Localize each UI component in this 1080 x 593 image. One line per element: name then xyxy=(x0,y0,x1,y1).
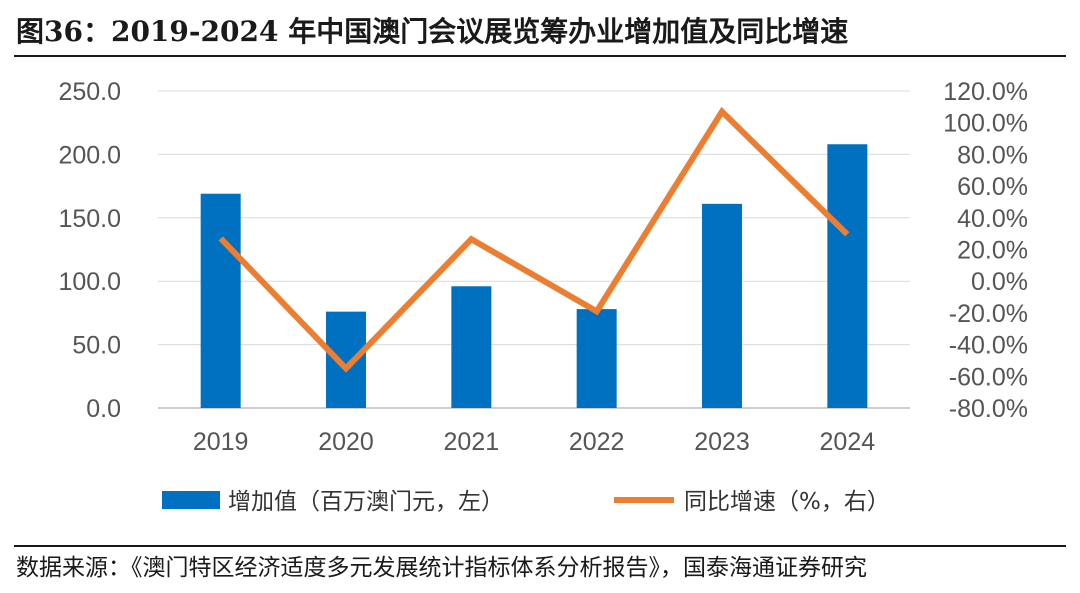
left-axis-ticks: 0.0 50.0 100.0 150.0 200.0 250.0 xyxy=(58,78,121,423)
x-tick-label: 2019 xyxy=(193,428,249,456)
right-tick-label: 100.0% xyxy=(943,110,1028,138)
legend-line-label: 同比增速（%，右） xyxy=(684,489,890,515)
source-note: 数据来源：《澳门特区经济适度多元发展统计指标体系分析报告》，国泰海通证券研究 xyxy=(16,555,867,581)
right-tick-label: -80.0% xyxy=(949,395,1028,423)
bar-2020 xyxy=(326,311,366,408)
bar-2019 xyxy=(200,193,241,408)
right-tick-label: 60.0% xyxy=(957,173,1028,201)
x-tick-label: 2020 xyxy=(318,428,374,456)
left-tick-label: 200.0 xyxy=(58,141,121,169)
legend-bar-label: 增加值（百万澳门元，左） xyxy=(228,489,504,515)
right-tick-label: 0.0% xyxy=(971,268,1028,296)
bar-2023 xyxy=(702,203,742,408)
legend-bar-swatch xyxy=(162,491,220,509)
x-tick-label: 2023 xyxy=(694,428,750,456)
right-tick-label: 20.0% xyxy=(957,237,1028,265)
combo-chart: 0.0 50.0 100.0 150.0 200.0 250.0 -80.0% -60.0%… xyxy=(58,78,1028,515)
gridlines xyxy=(158,90,910,409)
left-tick-label: 0.0 xyxy=(86,395,121,423)
left-tick-label: 250.0 xyxy=(58,78,121,106)
chart-title: 图36：2019-2024 年中国澳门会议展览筹办业增加值及同比增速 xyxy=(16,15,849,48)
x-axis-ticks: 2019 2020 2021 2022 2023 2024 xyxy=(193,428,875,456)
x-tick-label: 2024 xyxy=(820,428,876,456)
bar-2022 xyxy=(576,309,617,408)
right-axis-ticks: -80.0% -60.0% -40.0% -20.0% 0.0% 20.0% 40.0% 60… xyxy=(943,78,1028,423)
right-tick-label: -20.0% xyxy=(949,300,1028,328)
source-divider xyxy=(14,545,1066,547)
right-tick-label: 80.0% xyxy=(957,141,1028,169)
right-tick-label: 120.0% xyxy=(943,78,1028,106)
legend: 增加值（百万澳门元，左） 同比增速（%，右） xyxy=(162,489,890,515)
right-tick-label: -40.0% xyxy=(949,332,1028,360)
bar-2021 xyxy=(451,286,492,408)
right-tick-label: -60.0% xyxy=(949,363,1028,391)
line-series xyxy=(218,106,850,373)
left-tick-label: 100.0 xyxy=(58,268,121,296)
growth-line xyxy=(218,106,850,373)
bar-series xyxy=(200,144,868,409)
x-tick-label: 2021 xyxy=(444,428,500,456)
x-tick-label: 2022 xyxy=(569,428,625,456)
title-divider xyxy=(14,55,1066,57)
left-tick-label: 150.0 xyxy=(58,205,121,233)
left-tick-label: 50.0 xyxy=(72,332,121,360)
bar-2024 xyxy=(827,144,868,409)
right-tick-label: 40.0% xyxy=(957,205,1028,233)
